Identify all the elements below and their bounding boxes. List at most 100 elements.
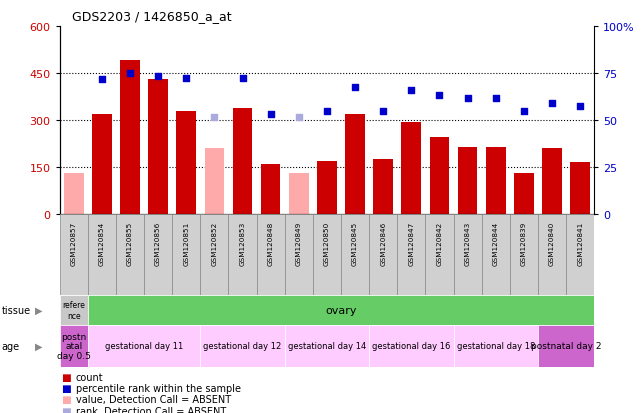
Text: value, Detection Call = ABSENT: value, Detection Call = ABSENT bbox=[76, 394, 231, 404]
Bar bbox=[285, 215, 313, 295]
Bar bbox=[566, 215, 594, 295]
Bar bbox=[514, 174, 534, 215]
Text: percentile rank within the sample: percentile rank within the sample bbox=[76, 383, 240, 393]
Bar bbox=[454, 215, 481, 295]
Bar bbox=[60, 295, 88, 325]
Bar bbox=[148, 80, 168, 215]
Text: ■: ■ bbox=[61, 394, 71, 404]
Bar bbox=[256, 215, 285, 295]
Text: GSM120852: GSM120852 bbox=[212, 221, 217, 265]
Text: count: count bbox=[76, 372, 103, 382]
Bar bbox=[454, 325, 538, 367]
Bar bbox=[426, 215, 454, 295]
Text: GSM120851: GSM120851 bbox=[183, 221, 189, 265]
Text: GSM120842: GSM120842 bbox=[437, 221, 442, 265]
Bar bbox=[481, 215, 510, 295]
Text: GSM120846: GSM120846 bbox=[380, 221, 386, 265]
Text: ■: ■ bbox=[61, 406, 71, 413]
Text: refere
nce: refere nce bbox=[62, 301, 85, 320]
Bar bbox=[345, 114, 365, 215]
Bar bbox=[570, 163, 590, 215]
Text: GSM120847: GSM120847 bbox=[408, 221, 414, 265]
Text: ■: ■ bbox=[61, 383, 71, 393]
Bar bbox=[64, 174, 83, 215]
Point bbox=[265, 111, 276, 118]
Bar bbox=[233, 108, 253, 215]
Text: GSM120849: GSM120849 bbox=[296, 221, 302, 265]
Text: GSM120853: GSM120853 bbox=[240, 221, 246, 265]
Bar bbox=[261, 165, 281, 215]
Text: GSM120848: GSM120848 bbox=[268, 221, 274, 265]
Bar bbox=[538, 325, 594, 367]
Bar bbox=[200, 325, 285, 367]
Text: gestational day 16: gestational day 16 bbox=[372, 342, 451, 350]
Text: GSM120843: GSM120843 bbox=[465, 221, 470, 265]
Point bbox=[125, 71, 135, 77]
Text: ▶: ▶ bbox=[35, 341, 43, 351]
Point bbox=[575, 103, 585, 110]
Text: age: age bbox=[1, 341, 19, 351]
Text: tissue: tissue bbox=[1, 305, 30, 315]
Bar bbox=[120, 61, 140, 215]
Bar bbox=[144, 215, 172, 295]
Point bbox=[406, 88, 417, 94]
Bar bbox=[285, 325, 369, 367]
Bar bbox=[204, 149, 224, 215]
Bar bbox=[200, 215, 228, 295]
Text: gestational day 14: gestational day 14 bbox=[288, 342, 366, 350]
Bar bbox=[88, 215, 116, 295]
Text: gestational day 11: gestational day 11 bbox=[105, 342, 183, 350]
Bar bbox=[542, 149, 562, 215]
Text: GSM120857: GSM120857 bbox=[71, 221, 77, 265]
Bar bbox=[397, 215, 426, 295]
Bar bbox=[458, 147, 478, 215]
Point bbox=[294, 114, 304, 121]
Point bbox=[490, 95, 501, 102]
Bar bbox=[317, 161, 337, 215]
Bar bbox=[369, 325, 454, 367]
Bar bbox=[92, 114, 112, 215]
Point bbox=[322, 108, 332, 115]
Point bbox=[97, 77, 107, 83]
Bar bbox=[486, 147, 506, 215]
Bar bbox=[369, 215, 397, 295]
Text: GSM120855: GSM120855 bbox=[127, 221, 133, 265]
Point bbox=[462, 95, 472, 102]
Bar bbox=[228, 215, 256, 295]
Bar bbox=[88, 325, 200, 367]
Text: GDS2203 / 1426850_a_at: GDS2203 / 1426850_a_at bbox=[72, 10, 232, 23]
Point bbox=[237, 75, 247, 82]
Bar bbox=[373, 160, 393, 215]
Text: ▶: ▶ bbox=[35, 305, 43, 315]
Text: ovary: ovary bbox=[325, 305, 357, 315]
Text: gestational day 18: gestational day 18 bbox=[456, 342, 535, 350]
Text: GSM120839: GSM120839 bbox=[521, 221, 527, 265]
Bar bbox=[429, 138, 449, 215]
Text: GSM120850: GSM120850 bbox=[324, 221, 330, 265]
Bar bbox=[176, 112, 196, 215]
Point bbox=[519, 108, 529, 115]
Text: GSM120840: GSM120840 bbox=[549, 221, 555, 265]
Text: GSM120844: GSM120844 bbox=[493, 221, 499, 265]
Point bbox=[181, 75, 192, 82]
Text: GSM120854: GSM120854 bbox=[99, 221, 105, 265]
Bar bbox=[116, 215, 144, 295]
Text: GSM120841: GSM120841 bbox=[577, 221, 583, 265]
Bar bbox=[172, 215, 200, 295]
Point bbox=[209, 114, 219, 121]
Text: postnatal day 2: postnatal day 2 bbox=[531, 342, 601, 350]
Bar bbox=[289, 174, 308, 215]
Bar bbox=[313, 215, 341, 295]
Point bbox=[153, 74, 163, 80]
Point bbox=[350, 85, 360, 91]
Bar bbox=[60, 325, 88, 367]
Point bbox=[435, 93, 445, 99]
Text: postn
atal
day 0.5: postn atal day 0.5 bbox=[57, 332, 90, 360]
Bar bbox=[341, 215, 369, 295]
Bar bbox=[60, 215, 88, 295]
Text: GSM120856: GSM120856 bbox=[155, 221, 161, 265]
Text: rank, Detection Call = ABSENT: rank, Detection Call = ABSENT bbox=[76, 406, 226, 413]
Point bbox=[378, 108, 388, 115]
Bar bbox=[538, 215, 566, 295]
Text: ■: ■ bbox=[61, 372, 71, 382]
